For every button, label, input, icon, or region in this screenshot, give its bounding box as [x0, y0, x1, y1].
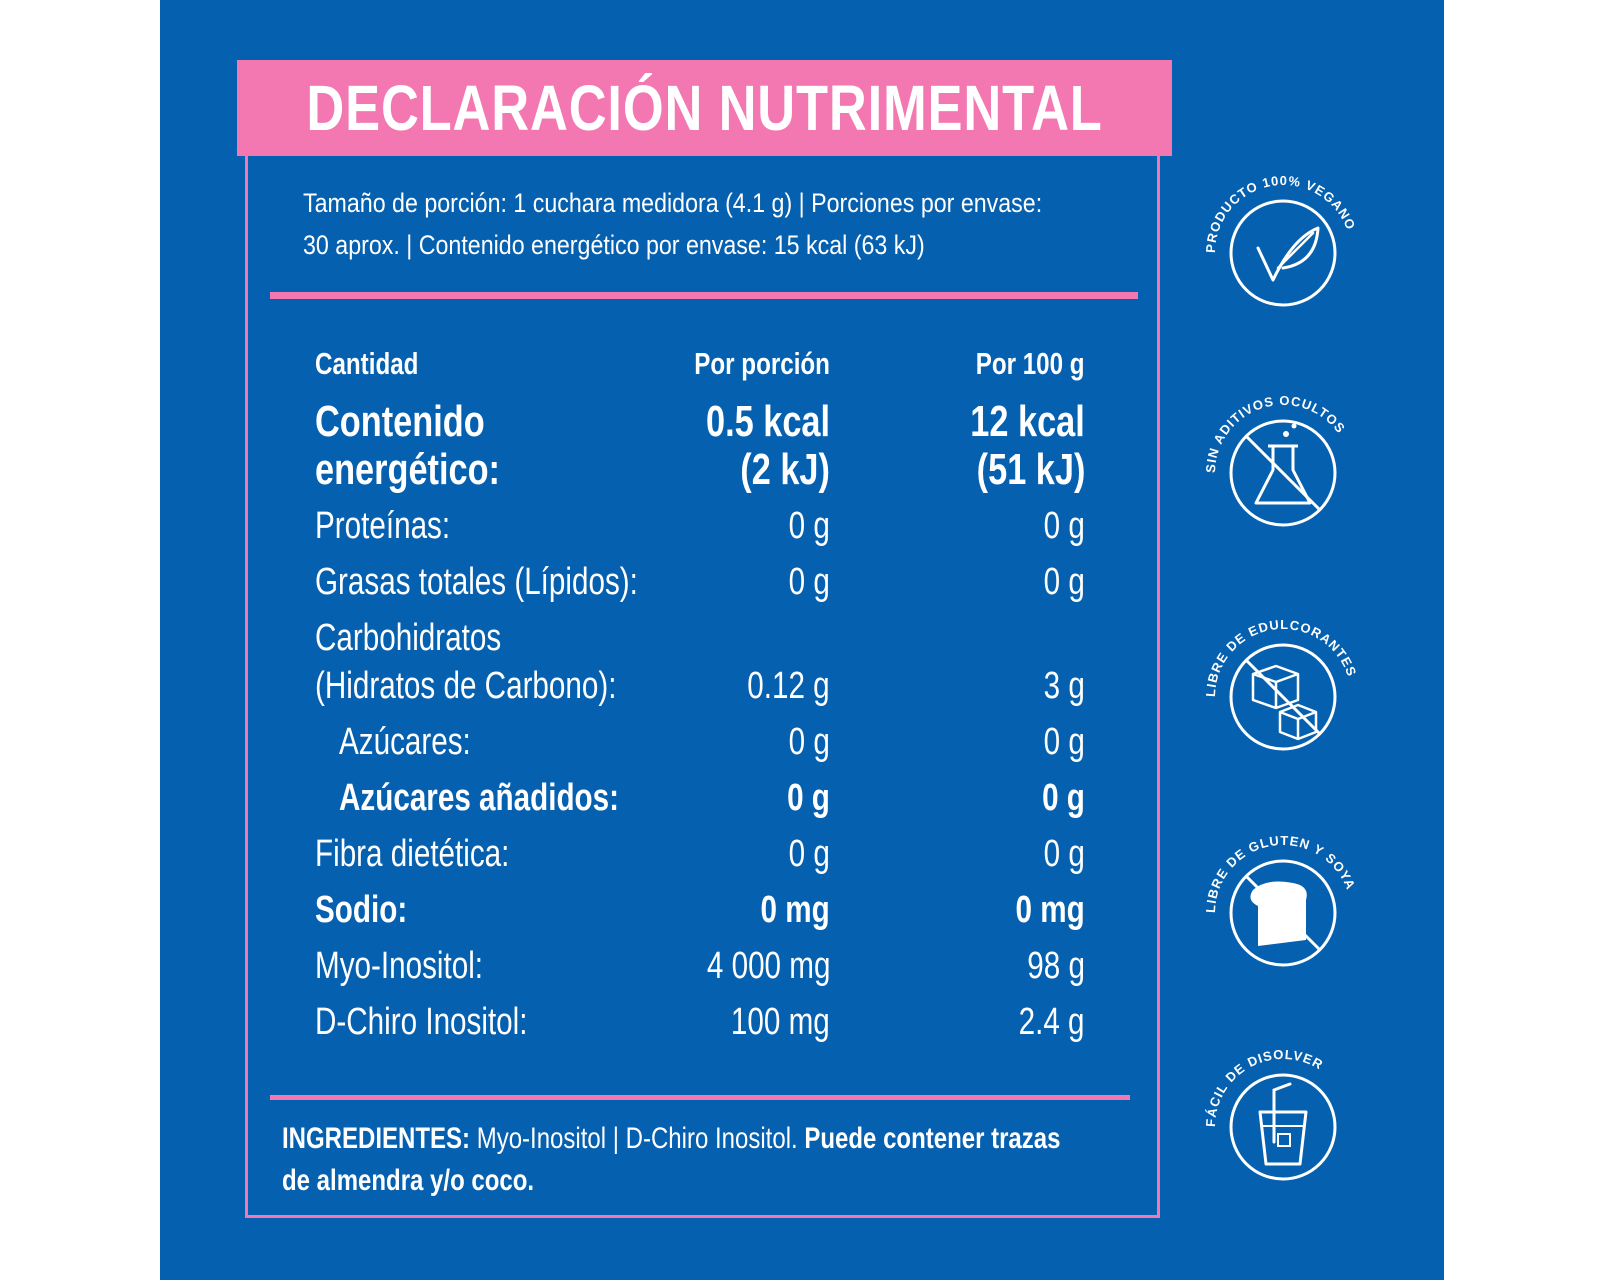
row-value-portion: (2 kJ) — [740, 445, 830, 494]
row-label: D-Chiro Inositol: — [315, 1001, 528, 1043]
row-label: Fibra dietética: — [315, 833, 510, 875]
serving-line-1: Tamaño de porción: 1 cuchara medidora (4… — [303, 188, 1043, 218]
row-label: Myo-Inositol: — [315, 945, 484, 987]
row-value-100g: 98 g — [1027, 945, 1085, 987]
row-value-portion: 4 000 mg — [706, 945, 830, 987]
row-value-portion: 0 mg — [760, 889, 830, 931]
row-label: Azúcares añadidos: — [339, 777, 620, 819]
row-value-100g: 0 g — [1043, 833, 1085, 875]
row-label: Contenido — [315, 397, 485, 446]
row-label: energético: — [315, 445, 500, 494]
serving-line-2: 30 aprox. | Contenido energético por env… — [303, 230, 925, 260]
header-per-100g: Por 100 g — [976, 346, 1085, 381]
badge-text: LIBRE DE EDULCORANTES — [1203, 617, 1359, 697]
row-value-100g: 3 g — [1043, 665, 1085, 707]
glass-straw-icon: FÁCIL DE DISOLVER — [1203, 1047, 1337, 1181]
row-value-100g: 0 g — [1043, 505, 1085, 547]
row-value-100g: 2.4 g — [1019, 1001, 1085, 1043]
label-panel — [160, 0, 1444, 1280]
row-label: Grasas totales (Lípidos): — [315, 561, 638, 603]
sugar-cubes-icon: LIBRE DE EDULCORANTES — [1203, 617, 1360, 751]
divider-top — [270, 292, 1138, 299]
badge-text: SIN ADITIVOS OCULTOS — [1203, 393, 1348, 473]
ingredients-warning: Puede contener trazas de almendra y/o co… — [282, 1122, 1061, 1197]
bread-icon: LIBRE DE GLUTEN Y SOYA — [1203, 833, 1358, 967]
svg-text:FÁCIL DE DISOLVER: FÁCIL DE DISOLVER — [1203, 1047, 1326, 1127]
title-banner: DECLARACIÓN NUTRIMENTAL — [237, 60, 1172, 156]
badge-gluten-soy-free: LIBRE DE GLUTEN Y SOYA — [1198, 828, 1368, 998]
row-value-100g: 0 g — [1043, 561, 1085, 603]
row-value-portion: 0.5 kcal — [705, 397, 830, 446]
ingredients: INGREDIENTES: Myo-Inositol | D-Chiro Ino… — [282, 1118, 1074, 1202]
row-value-100g: 12 kcal — [970, 397, 1085, 446]
svg-text:PRODUCTO 100% VEGANO: PRODUCTO 100% VEGANO — [1203, 173, 1359, 253]
row-value-portion: 100 mg — [731, 1001, 830, 1043]
badge-no-additives: SIN ADITIVOS OCULTOS — [1198, 388, 1368, 558]
ingredients-list: Myo-Inositol | D-Chiro Inositol. — [476, 1122, 798, 1155]
row-value-100g: (51 kJ) — [976, 445, 1085, 494]
svg-text:SIN ADITIVOS OCULTOS: SIN ADITIVOS OCULTOS — [1203, 393, 1349, 473]
svg-text:LIBRE DE EDULCORANTES: LIBRE DE EDULCORANTES — [1203, 617, 1360, 697]
row-value-portion: 0.12 g — [747, 665, 830, 707]
row-value-portion: 0 g — [787, 777, 830, 819]
row-value-portion: 0 g — [788, 505, 830, 547]
badge-text: FÁCIL DE DISOLVER — [1203, 1047, 1325, 1127]
row-label: Sodio: — [315, 889, 408, 931]
vegan-leaf-icon: PRODUCTO 100% VEGANO — [1203, 173, 1359, 307]
page-title: DECLARACIÓN NUTRIMENTAL — [306, 72, 1103, 144]
header-per-portion: Por porción — [694, 346, 830, 381]
row-label: Proteínas: — [315, 505, 451, 547]
row-value-portion: 0 g — [788, 721, 830, 763]
row-value-portion: 0 g — [788, 561, 830, 603]
badge-text: PRODUCTO 100% VEGANO — [1203, 173, 1358, 253]
badge-vegan: PRODUCTO 100% VEGANO — [1198, 168, 1368, 338]
flask-icon: SIN ADITIVOS OCULTOS — [1203, 393, 1349, 527]
row-value-portion: 0 g — [788, 833, 830, 875]
serving-info: Tamaño de porción: 1 cuchara medidora (4… — [303, 182, 1129, 266]
badge-easy-dissolve: FÁCIL DE DISOLVER — [1198, 1042, 1368, 1212]
row-label: Azúcares: — [339, 721, 471, 763]
row-label: Carbohidratos — [315, 617, 502, 659]
row-value-100g: 0 g — [1042, 777, 1085, 819]
header-cantidad: Cantidad — [315, 346, 419, 381]
badge-no-sweeteners: LIBRE DE EDULCORANTES — [1198, 612, 1368, 782]
row-label: (Hidratos de Carbono): — [315, 665, 617, 707]
row-value-100g: 0 g — [1043, 721, 1085, 763]
ingredients-label: INGREDIENTES: — [282, 1122, 471, 1155]
divider-bottom — [270, 1095, 1130, 1100]
row-value-100g: 0 mg — [1015, 889, 1085, 931]
